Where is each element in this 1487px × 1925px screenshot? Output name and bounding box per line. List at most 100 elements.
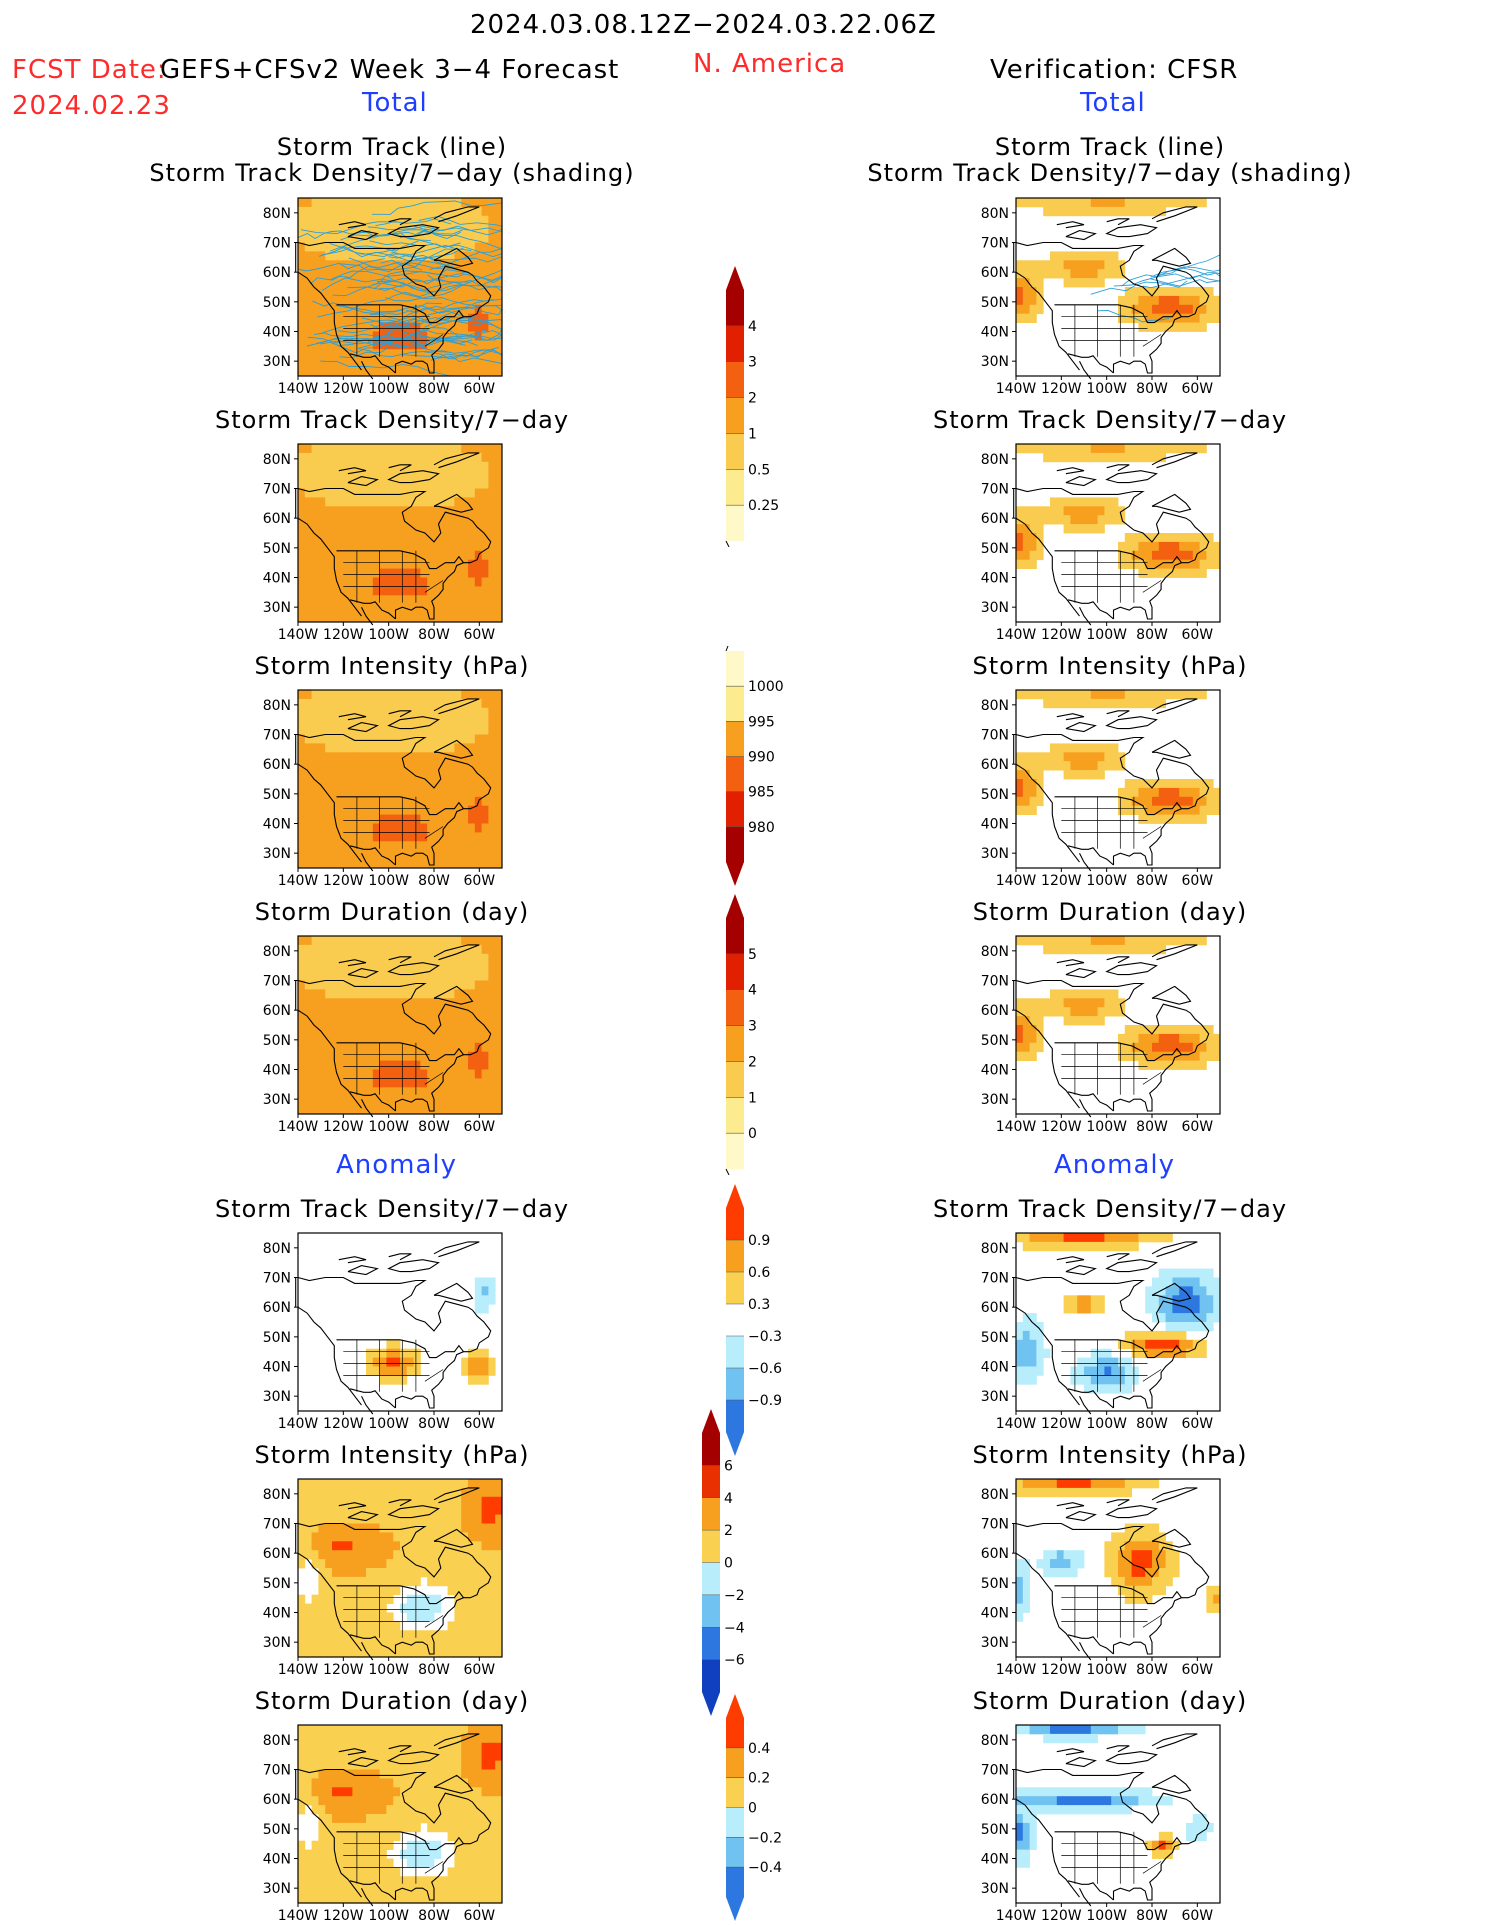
field-cell xyxy=(440,1487,448,1498)
field-cell xyxy=(1124,944,1132,955)
field-cell xyxy=(372,206,380,217)
coastline xyxy=(1106,956,1130,964)
field-cell xyxy=(481,1277,489,1287)
field-cell xyxy=(488,989,496,999)
field-cell xyxy=(468,770,476,780)
field-cell xyxy=(318,1742,326,1753)
field-cell xyxy=(413,1568,421,1578)
map-geography xyxy=(295,1241,492,1415)
field-cell xyxy=(318,1505,326,1515)
field-cell xyxy=(393,550,401,561)
field-cell xyxy=(386,198,394,208)
field-cell xyxy=(413,971,421,981)
field-cell xyxy=(447,1630,455,1640)
field-cell xyxy=(481,215,489,226)
field-cell xyxy=(495,1550,503,1560)
field-cell xyxy=(488,559,496,569)
field-cell xyxy=(1029,278,1037,288)
field-cell xyxy=(481,497,489,507)
field-cell xyxy=(1016,559,1024,569)
field-cell xyxy=(427,752,435,762)
lon-tick-label: 60W xyxy=(463,627,495,642)
field-cell xyxy=(488,1060,496,1070)
field-cell xyxy=(495,1760,503,1770)
field-cell xyxy=(420,1105,428,1115)
field-cell xyxy=(338,1733,346,1744)
field-cell xyxy=(1158,287,1166,297)
field-cell xyxy=(495,725,503,735)
field-cell xyxy=(298,242,306,252)
field-cell xyxy=(332,1096,340,1106)
field-cell xyxy=(345,971,353,981)
coastline xyxy=(387,716,440,730)
field-cell xyxy=(454,1639,462,1649)
field-cell xyxy=(468,1612,476,1622)
field-cell xyxy=(481,796,489,807)
field-cell xyxy=(298,1769,306,1779)
field-cell xyxy=(488,577,496,587)
field-cell xyxy=(427,796,435,807)
field-cell xyxy=(474,814,482,824)
field-cell xyxy=(447,1885,455,1895)
field-cell xyxy=(1145,206,1153,217)
field-cell xyxy=(1070,260,1078,270)
field-cell xyxy=(468,1796,476,1806)
field-cell xyxy=(420,559,428,569)
field-cell xyxy=(366,1787,374,1797)
field-cell xyxy=(338,251,346,261)
field-cell xyxy=(359,1496,367,1507)
field-cell xyxy=(379,1630,387,1640)
panel-title-right-track-shading: Storm Track Density/7−day (shading) xyxy=(867,159,1353,187)
field-cell xyxy=(468,1778,476,1788)
field-cell xyxy=(1199,814,1207,824)
field-cell xyxy=(386,1621,394,1631)
field-cell xyxy=(1192,568,1200,578)
field-cell xyxy=(474,1496,482,1507)
field-cell xyxy=(440,269,448,279)
field-cell xyxy=(1152,198,1160,208)
field-cell xyxy=(298,260,306,270)
field-cell xyxy=(1124,533,1132,543)
field-cell xyxy=(393,1867,401,1877)
field-cell xyxy=(1124,313,1132,323)
field-cell xyxy=(474,1487,482,1498)
field-cell xyxy=(352,761,360,771)
field-cell xyxy=(1138,936,1146,946)
field-cell xyxy=(400,550,408,561)
field-cell xyxy=(1056,497,1064,507)
coastline xyxy=(297,241,492,374)
field-cell xyxy=(495,506,503,516)
lat-tick-label: 80N xyxy=(981,452,1009,468)
field-cell xyxy=(413,690,421,700)
field-cell xyxy=(427,962,435,972)
field-cell xyxy=(427,568,435,578)
field-cell xyxy=(468,1585,476,1596)
field-cell xyxy=(400,1007,408,1017)
field-cell xyxy=(318,1576,326,1587)
field-cell xyxy=(474,1725,482,1735)
field-cell xyxy=(461,1648,469,1658)
field-cell xyxy=(440,322,448,332)
field-cell xyxy=(1172,796,1180,807)
field-cell xyxy=(1063,770,1071,780)
field-cell xyxy=(393,479,401,489)
field-cell xyxy=(379,944,387,955)
field-cell xyxy=(481,1742,489,1753)
field-cell xyxy=(420,1603,428,1613)
field-cell xyxy=(468,1514,476,1524)
field-cell xyxy=(420,743,428,753)
field-cell xyxy=(1118,796,1126,807)
field-cell xyxy=(488,488,496,498)
field-cell xyxy=(352,1822,360,1833)
field-cell xyxy=(400,340,408,350)
field-cell xyxy=(372,586,380,596)
field-cell xyxy=(379,604,387,614)
field-cell xyxy=(393,1375,401,1385)
field-cell xyxy=(454,1078,462,1088)
field-cell xyxy=(386,515,394,525)
field-cell xyxy=(325,1550,333,1560)
field-cell xyxy=(474,287,482,297)
field-cell xyxy=(434,604,442,614)
field-cell xyxy=(311,568,319,578)
forecast-date: 2024.02.23 xyxy=(12,91,171,121)
